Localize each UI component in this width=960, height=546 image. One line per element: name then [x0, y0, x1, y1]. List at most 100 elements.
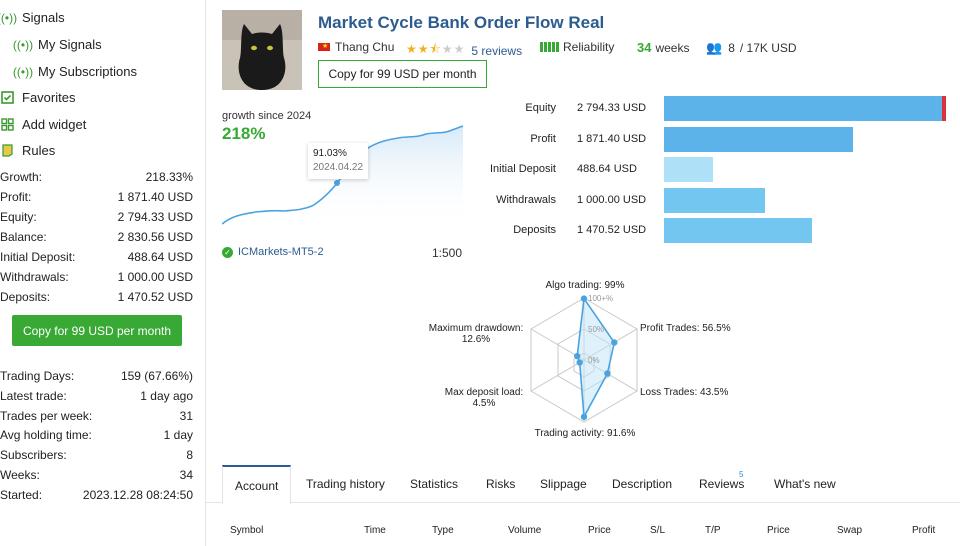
nav-rules[interactable]: Rules [0, 143, 55, 158]
stat-row: Deposits: 1 470.52 USD [0, 290, 193, 304]
bar-label: Initial Deposit [489, 163, 556, 175]
column-header[interactable]: Profit [912, 525, 936, 536]
signal-icon: ((•)) [0, 10, 18, 25]
sidebar: ((•)) Signals ((•)) My Signals ((•)) My … [0, 0, 206, 546]
author[interactable]: ★ Thang Chu [318, 40, 394, 54]
column-header[interactable]: Symbol [230, 525, 264, 536]
balance-bar[interactable] [664, 96, 946, 121]
stat-value: 1 000.00 USD [117, 270, 193, 284]
stat-value: 2 830.56 USD [117, 230, 193, 244]
reliability-bars-icon [540, 42, 559, 52]
column-header[interactable]: Price [588, 525, 611, 536]
radar-point-loss [604, 370, 611, 377]
tooltip-value: 91.03% [313, 148, 347, 159]
capacity: / 17K USD [739, 41, 797, 55]
weeks-label: weeks [655, 40, 690, 55]
column-header[interactable]: Swap [837, 525, 863, 536]
stat-value: 34 [179, 468, 193, 482]
tab-whats-new[interactable]: What's new [774, 465, 836, 503]
weeks: 34 weeks [637, 40, 689, 55]
signal-title[interactable]: Market Cycle Bank Order Flow Real [318, 13, 605, 32]
growth-label: growth since 2024 [222, 110, 312, 122]
stat-value: 1 day [163, 428, 193, 443]
stat-label: Weeks: [0, 468, 40, 482]
nav-label: Favorites [22, 90, 76, 105]
tab-statistics[interactable]: Statistics [410, 465, 458, 503]
nav-my-subscriptions[interactable]: ((•)) My Subscriptions [13, 64, 137, 79]
tab-risks[interactable]: Risks [486, 465, 515, 503]
stat-value: 31 [179, 408, 193, 423]
nav-my-signals[interactable]: ((•)) My Signals [13, 37, 102, 52]
tab-reviews[interactable]: Reviews 5 [699, 465, 744, 503]
subscribers: 👥 8 / 17K USD [706, 40, 797, 56]
stat-row: Started: 2023.12.28 08:24:50 [0, 488, 193, 502]
bar-label: Deposits [513, 224, 556, 236]
bar-value: 488.64 USD [577, 163, 637, 175]
bar-value: 1 000.00 USD [577, 193, 647, 206]
nav-label: Signals [22, 10, 65, 25]
tab-description[interactable]: Description [612, 465, 672, 503]
reviews-badge: 5 [739, 470, 744, 479]
stat-label: Trades per week: [0, 408, 93, 423]
column-header[interactable]: T/P [705, 525, 721, 536]
tab-slippage[interactable]: Slippage [540, 465, 587, 503]
stat-label: Deposits: [0, 290, 51, 304]
tab-label: Slippage [540, 477, 587, 491]
stat-label: Growth: [0, 170, 43, 184]
tooltip-date: 2024.04.22 [313, 162, 364, 173]
balance-bar[interactable] [664, 126, 853, 152]
balance-bar[interactable] [664, 187, 765, 213]
column-header[interactable]: S/L [650, 525, 666, 536]
stat-label: Profit: [0, 190, 32, 204]
stat-row: Subscribers: 8 [0, 448, 193, 462]
stat-value: 8 [186, 448, 193, 463]
radar-scale-0: 0% [588, 356, 600, 365]
column-header[interactable]: Type [432, 525, 454, 536]
broker-link[interactable]: ✓ ICMarkets-MT5-2 [222, 246, 324, 258]
stat-label: Initial Deposit: [0, 250, 76, 264]
author-name: Thang Chu [335, 40, 395, 54]
rating[interactable]: ★★⯪★★ 5 reviews [406, 40, 522, 61]
nav-label: My Signals [38, 37, 102, 52]
stat-row: Trades per week: 31 [0, 409, 193, 423]
growth-value: 218% [222, 124, 266, 143]
flag-icon: ★ [318, 43, 330, 51]
nav-signals[interactable]: ((•)) Signals [0, 10, 65, 25]
stat-label: Avg holding time: [0, 428, 92, 443]
reviews-link[interactable]: 5 reviews [471, 43, 523, 58]
nav-label: Add widget [22, 117, 87, 132]
radar-label-algo: Algo trading: 99% [545, 280, 625, 291]
column-header[interactable]: Volume [508, 525, 542, 536]
tab-account[interactable]: Account [222, 465, 292, 504]
column-header[interactable]: Time [364, 525, 386, 536]
stat-label: Trading Days: [0, 369, 75, 383]
stat-row: Latest trade: 1 day ago [0, 389, 193, 403]
tab-label: Reviews [699, 477, 745, 491]
nav-favorites[interactable]: Favorites [0, 90, 75, 105]
copy-button[interactable]: Copy for 99 USD per month [318, 60, 487, 88]
avatar [222, 10, 302, 90]
balance-bar[interactable] [664, 157, 713, 182]
widget-icon [0, 118, 14, 132]
radar-point-profit [611, 339, 618, 346]
stat-row: Balance: 2 830.56 USD [0, 230, 193, 244]
column-header[interactable]: Price [767, 525, 790, 536]
favorites-icon [0, 91, 14, 105]
balance-bar[interactable] [664, 218, 812, 243]
tab-trading-history[interactable]: Trading history [306, 465, 385, 503]
stat-value: 2023.12.28 08:24:50 [82, 487, 193, 502]
stat-value: 218.33% [145, 170, 193, 184]
tab-bar: Account Trading history Statistics Risks… [206, 465, 960, 504]
copy-subscribe-button[interactable]: Copy for 99 USD per month [12, 315, 182, 346]
tab-label: Description [612, 477, 673, 491]
stat-row: Equity: 2 794.33 USD [0, 210, 193, 224]
stat-label: Latest trade: [0, 388, 67, 403]
nav-add-widget[interactable]: Add widget [0, 117, 86, 132]
stat-value: 1 470.52 USD [117, 290, 193, 304]
radar-point-drawdown [574, 352, 581, 360]
bar-value: 1 470.52 USD [577, 224, 647, 236]
bar-label: Withdrawals [496, 193, 556, 206]
stat-value: 488.64 USD [127, 250, 193, 264]
radar-label-drawdown: Maximum drawdown: 12.6% [420, 323, 532, 345]
stat-value: 159 (67.66%) [120, 369, 193, 383]
